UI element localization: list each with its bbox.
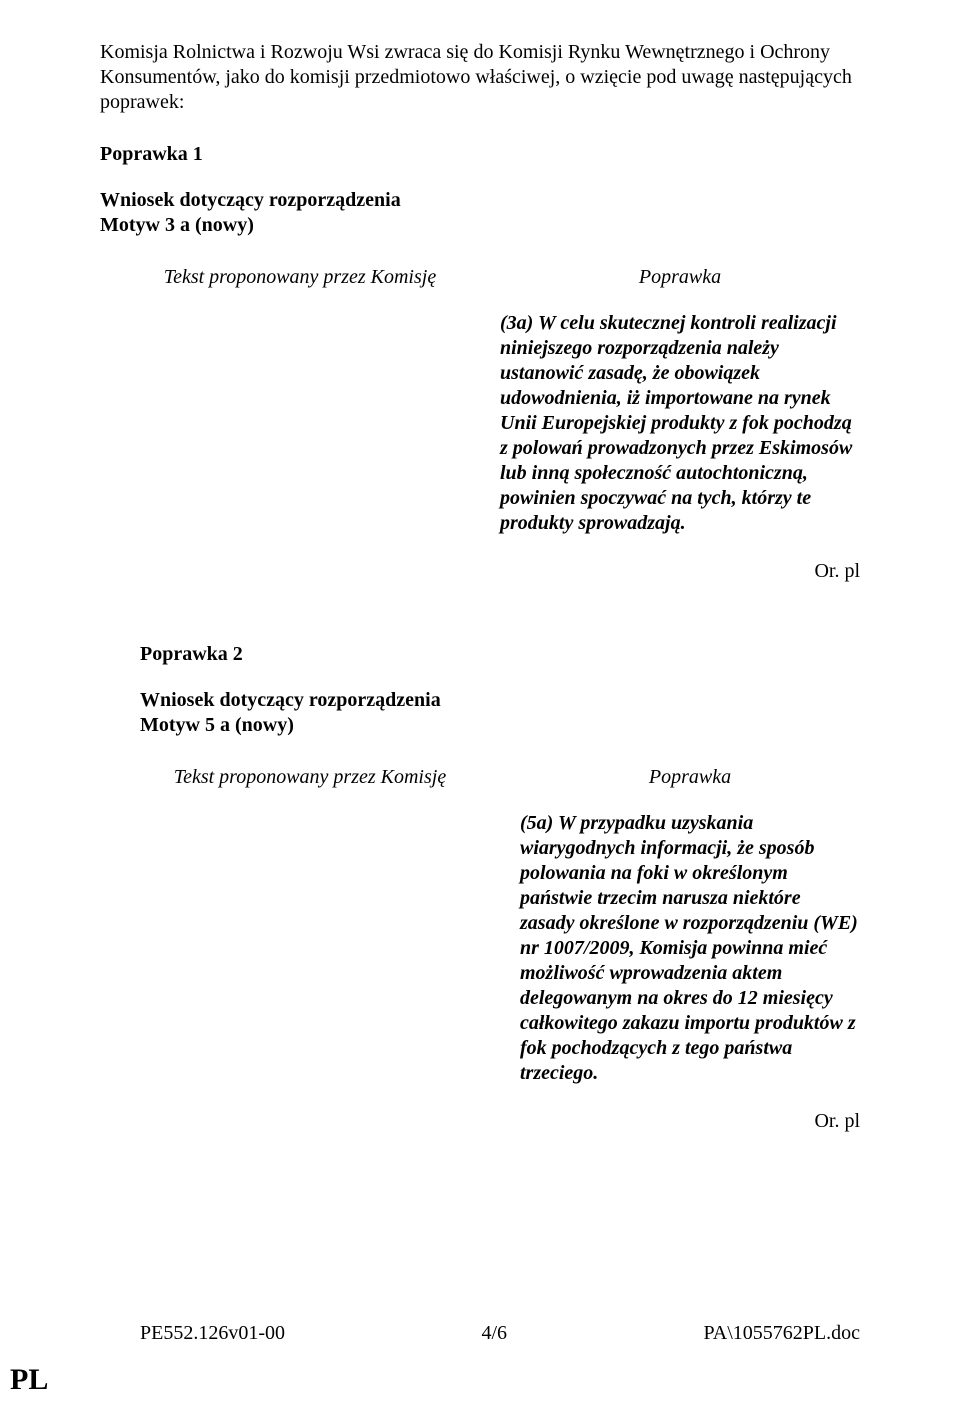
amendment-1-subject: Wniosek dotyczący rozporządzenia Motyw 3… — [100, 188, 860, 238]
amendment-2-language-tag: Or. pl — [100, 1110, 860, 1133]
amendment-2-section: Poprawka 2 Wniosek dotyczący rozporządze… — [100, 643, 860, 1086]
language-code: PL — [10, 1363, 48, 1397]
amendment-1-left-col: Tekst proponowany przez Komisję — [100, 266, 480, 536]
footer-doc-ref-right: PA\1055762PL.doc — [703, 1322, 860, 1345]
amendment-1-right-col: Poprawka (3a) W celu skutecznej kontroli… — [480, 266, 860, 536]
footer-doc-ref-left: PE552.126v01-00 — [100, 1322, 285, 1345]
amendment-1-title: Poprawka 1 — [100, 143, 860, 166]
intro-paragraph: Komisja Rolnictwa i Rozwoju Wsi zwraca s… — [100, 40, 860, 115]
page: Komisja Rolnictwa i Rozwoju Wsi zwraca s… — [0, 0, 960, 1403]
amendment-2-subject-line1: Wniosek dotyczący rozporządzenia — [140, 689, 441, 711]
amendment-2-right-head: Poprawka — [520, 766, 860, 789]
amendment-2-title: Poprawka 2 — [140, 643, 860, 666]
amendment-2-subject-line2: Motyw 5 a (nowy) — [140, 714, 294, 736]
amendment-2-left-head: Tekst proponowany przez Komisję — [140, 766, 480, 789]
amendment-1-language-tag: Or. pl — [100, 560, 860, 583]
amendment-1-subject-line2: Motyw 3 a (nowy) — [100, 214, 254, 236]
amendment-2-table: Tekst proponowany przez Komisję Poprawka… — [140, 766, 860, 1086]
amendment-1-body: (3a) W celu skutecznej kontroli realizac… — [500, 311, 860, 536]
amendment-1-subject-line1: Wniosek dotyczący rozporządzenia — [100, 189, 401, 211]
amendment-1-table: Tekst proponowany przez Komisję Poprawka… — [100, 266, 860, 536]
amendment-2-right-col: Poprawka (5a) W przypadku uzyskania wiar… — [500, 766, 860, 1086]
amendment-1-right-head: Poprawka — [500, 266, 860, 289]
amendment-2-subject: Wniosek dotyczący rozporządzenia Motyw 5… — [140, 688, 860, 738]
amendment-2-left-col: Tekst proponowany przez Komisję — [140, 766, 500, 1086]
page-footer: PE552.126v01-00 4/6 PA\1055762PL.doc — [100, 1322, 860, 1345]
footer-page-number: 4/6 — [481, 1322, 507, 1345]
amendment-1-left-head: Tekst proponowany przez Komisję — [140, 266, 460, 289]
amendment-2-body: (5a) W przypadku uzyskania wiarygodnych … — [520, 811, 860, 1086]
